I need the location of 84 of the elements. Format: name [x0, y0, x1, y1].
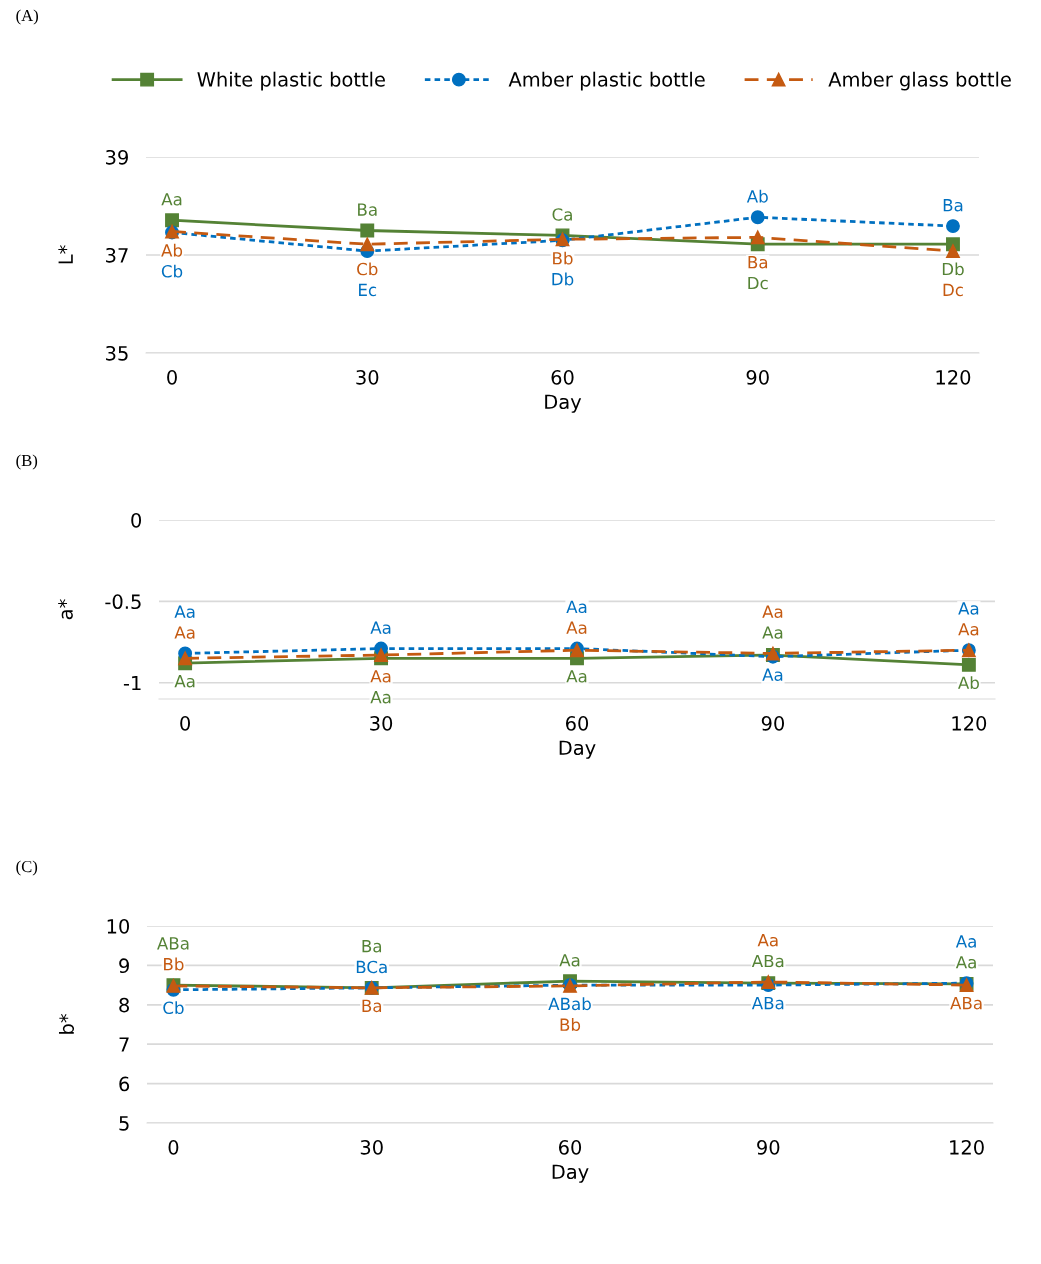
data-label: Aa	[566, 600, 587, 614]
x-tick-label: 0	[180, 716, 191, 731]
data-label: Ca	[552, 208, 572, 221]
data-label: Aa	[762, 626, 783, 639]
y-tick-label: 9	[119, 958, 129, 974]
x-tick-label: 120	[936, 370, 971, 385]
x-tick-label: 90	[746, 370, 769, 385]
x-tick-label: 60	[551, 370, 574, 385]
x-axis-title: Day	[545, 394, 582, 413]
data-label: Ec	[359, 283, 377, 297]
x-tick-label: 60	[558, 1140, 582, 1155]
data-label: Ba	[362, 940, 382, 953]
x-tick-label: 120	[952, 716, 987, 731]
data-label: ABa	[950, 996, 982, 1010]
data-label: Aa	[757, 934, 778, 947]
y-tick-label: 10	[107, 918, 130, 934]
chart-title: (B)	[16, 454, 38, 470]
data-label: ABa	[157, 937, 189, 950]
data-label: Aa	[955, 935, 976, 948]
data-label: Aa	[161, 193, 182, 206]
data-label: ABab	[548, 997, 591, 1011]
data-label: Aa	[955, 956, 976, 969]
x-axis-title: Day	[559, 740, 596, 759]
y-tick-label: -1	[123, 675, 141, 691]
data-label: Ba	[943, 199, 963, 212]
chart-title: (C)	[16, 860, 38, 876]
x-axis-title: Day	[552, 1164, 589, 1183]
data-label: Bb	[553, 251, 573, 265]
data-label: Aa	[762, 605, 783, 618]
y-axis-title: a*	[58, 599, 73, 620]
data-label: ABa	[751, 996, 784, 1010]
data-label: Aa	[958, 602, 979, 615]
data-label: Ba	[358, 203, 377, 216]
y-axis-title: b*	[58, 1014, 75, 1034]
data-label: Aa	[370, 670, 391, 683]
x-tick-label: 0	[167, 370, 177, 385]
chart-title: (A)	[16, 9, 39, 25]
data-label: Db	[942, 262, 964, 276]
data-label: Ab	[161, 243, 183, 257]
data-label: Db	[552, 272, 574, 286]
y-tick-label: -0.5	[105, 594, 141, 610]
y-tick-label: 37	[106, 247, 128, 263]
data-label: Aa	[174, 626, 195, 639]
data-label: Dc	[943, 283, 963, 297]
legend-label: White plastic bottle	[197, 71, 385, 91]
data-label: Bb	[164, 957, 184, 971]
data-label: BCa	[356, 960, 387, 974]
x-tick-label: 0	[168, 1140, 179, 1155]
data-label: Aa	[958, 623, 979, 636]
data-label: Ab	[958, 676, 979, 690]
x-tick-label: 90	[761, 716, 785, 731]
data-label: Aa	[559, 954, 580, 967]
data-label: Dc	[748, 276, 768, 290]
legend-label: Amber glass bottle	[828, 71, 1011, 91]
y-tick-label: 0	[131, 512, 142, 528]
data-label: Cb	[163, 1001, 184, 1015]
y-tick-label: 8	[119, 997, 129, 1013]
x-tick-label: 120	[950, 1140, 984, 1155]
x-tick-label: 30	[360, 1140, 383, 1155]
y-tick-label: 35	[106, 345, 128, 361]
data-label: Ab	[746, 189, 768, 203]
x-tick-label: 90	[757, 1140, 780, 1155]
y-tick-label: 5	[119, 1116, 129, 1131]
x-tick-label: 60	[565, 716, 589, 731]
data-label: Bb	[560, 1018, 581, 1031]
data-label: Aa	[174, 605, 195, 618]
data-label: Aa	[370, 691, 391, 704]
x-tick-label: 30	[356, 370, 379, 385]
y-tick-label: 7	[119, 1037, 129, 1052]
data-label: Aa	[566, 621, 587, 634]
data-label: Ba	[748, 256, 768, 269]
y-tick-label: 39	[106, 149, 128, 165]
x-tick-label: 30	[370, 716, 393, 731]
data-label: Aa	[762, 668, 783, 681]
data-label: Aa	[370, 621, 391, 634]
y-axis-title: L*	[58, 245, 73, 264]
data-label: Cb	[357, 262, 378, 276]
data-label: Ba	[362, 999, 382, 1013]
legend-label: Amber plastic bottle	[508, 71, 705, 91]
data-label: Aa	[566, 670, 587, 683]
y-tick-label: 6	[119, 1076, 130, 1092]
data-label: Cb	[161, 264, 183, 278]
data-label: ABa	[751, 954, 784, 968]
data-label: Aa	[174, 675, 195, 688]
